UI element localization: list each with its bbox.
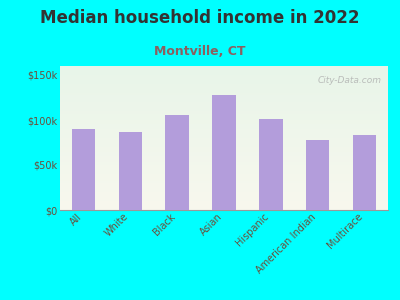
Bar	[72, 129, 95, 210]
Bar	[259, 119, 282, 210]
Text: Median household income in 2022: Median household income in 2022	[40, 9, 360, 27]
Text: Montville, CT: Montville, CT	[154, 45, 246, 58]
Bar	[212, 95, 236, 210]
Bar	[166, 116, 189, 210]
Bar	[353, 135, 376, 210]
Text: City-Data.com: City-Data.com	[318, 76, 382, 85]
Bar	[118, 132, 142, 210]
Bar	[306, 140, 330, 210]
